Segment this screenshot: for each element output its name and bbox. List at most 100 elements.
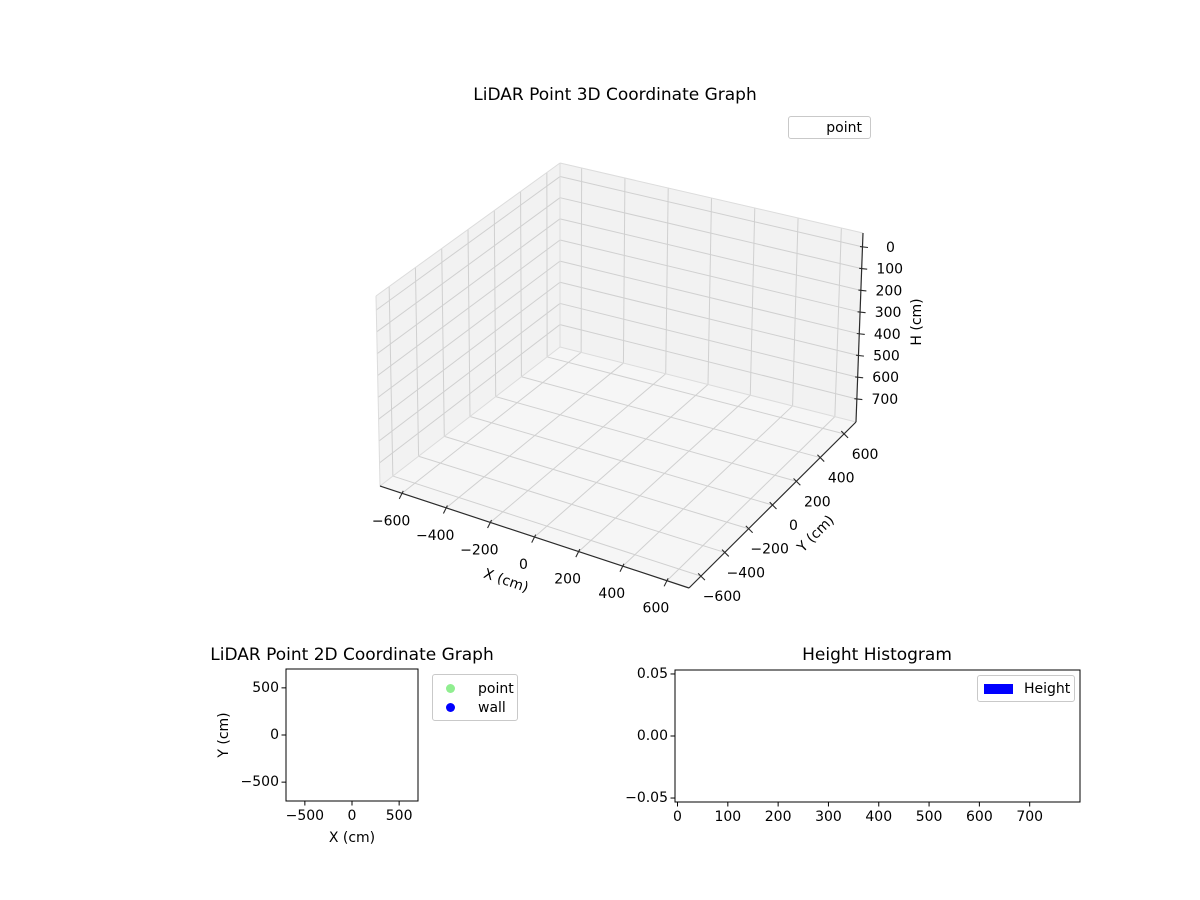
z-grid-line-left	[378, 303, 561, 442]
z-tick-label: 100	[876, 262, 903, 278]
y-tick-label: 400	[828, 471, 855, 487]
x-tick	[619, 563, 625, 572]
y-tick-label: −0.05	[625, 790, 668, 806]
x-grid-line-wall	[792, 217, 799, 406]
y-grid-line-floor	[547, 356, 845, 435]
y-grid-line-floor	[495, 396, 797, 482]
y-grid-line-floor	[392, 475, 702, 577]
x-axis-label: X (cm)	[329, 830, 375, 846]
y-tick-label: 0.05	[637, 666, 668, 682]
legend-label-wall: wall	[478, 699, 506, 716]
z-tick-label: 600	[872, 370, 899, 386]
x-tick	[442, 505, 448, 514]
pane-edge	[379, 346, 561, 487]
z-grid-line-right	[559, 218, 861, 291]
y-grid-line-floor	[469, 416, 773, 506]
plot2d-axes: −500 0 500 500 0 −500 X (cm) Y (cm)	[216, 668, 419, 846]
pane-edge	[559, 162, 864, 234]
x-tick	[531, 534, 537, 543]
x-tick-label: −200	[460, 542, 498, 558]
z-tick	[859, 246, 869, 249]
y-tick-label: 0	[270, 727, 279, 743]
x-tick	[487, 519, 493, 529]
z-grid-line-right	[559, 197, 862, 270]
y-grid-line-wall	[414, 267, 420, 457]
z-grid-line-left	[377, 260, 561, 398]
y-grid-line-wall	[388, 286, 394, 477]
z-grid-line-left	[376, 218, 561, 355]
z-axis-spine	[855, 232, 864, 423]
axes-frame	[285, 668, 419, 802]
x-tick-label: 0	[348, 808, 357, 824]
plot3d-title: LiDAR Point 3D Coordinate Graph	[473, 85, 757, 105]
y-tick	[697, 572, 706, 581]
z-axis-label: H (cm)	[909, 298, 925, 345]
y-tick	[840, 430, 849, 439]
z-tick	[856, 332, 865, 335]
pane-edge	[375, 162, 561, 297]
x-grid-line-wall	[707, 197, 712, 385]
y-tick	[721, 549, 730, 557]
z-grid-line-right	[559, 281, 859, 357]
y-tick-label: −600	[703, 589, 741, 605]
y-grid-line-floor	[444, 435, 749, 530]
hist-legend: Height	[977, 675, 1075, 702]
z-tick-label: 500	[873, 349, 900, 365]
y-tick	[745, 525, 754, 534]
x-tick-label: 400	[865, 809, 892, 825]
z-grid-line-left	[376, 197, 561, 333]
y-tick-label: 200	[804, 494, 831, 510]
x-tick-label: 300	[815, 809, 842, 825]
pane-left-wall	[376, 163, 560, 486]
x-tick-label: 700	[1016, 809, 1043, 825]
z-tick	[858, 289, 867, 292]
pane-right-wall	[560, 163, 863, 422]
x-grid-line-wall	[622, 177, 626, 364]
x-tick-label: 100	[714, 809, 741, 825]
x-tick-label: 0	[673, 809, 682, 825]
z-grid-line-left	[377, 239, 561, 376]
y-tick-label: 0.00	[637, 728, 668, 744]
x-tick-label: 200	[765, 809, 792, 825]
hist-axes: 0 100 200 300 400 500 600 700 0.05 0.00 −0.05	[625, 666, 1081, 825]
x-tick-label: 400	[598, 586, 625, 602]
x-tick-label: −400	[416, 528, 454, 544]
z-tick	[855, 376, 864, 379]
y-grid-line-floor	[521, 376, 821, 459]
legend-label-point: point	[478, 680, 514, 697]
x-tick-label: 0	[519, 557, 528, 573]
y-grid-line-wall	[467, 229, 471, 417]
z-tick	[855, 354, 865, 357]
z-grid-line-left	[378, 281, 561, 420]
z-grid-line-right	[559, 324, 857, 400]
y-tick-label: −400	[727, 565, 765, 581]
point-marker-icon	[446, 684, 455, 693]
legend-label-height: Height	[1024, 680, 1071, 697]
y-tick-label: 0	[789, 518, 798, 534]
x-tick-label: 500	[386, 808, 413, 824]
z-tick-label: 0	[886, 240, 895, 256]
z-tick	[857, 311, 866, 314]
z-tick-label: 400	[874, 327, 901, 343]
x-tick	[398, 490, 404, 500]
y-tick-label: −200	[750, 542, 788, 558]
x-grid-line-wall	[665, 187, 669, 374]
z-grid-line-left	[379, 324, 561, 464]
z-grid-line-right	[559, 302, 858, 378]
y-tick-label: 500	[252, 680, 279, 696]
pane-edge	[559, 346, 857, 423]
plot2d-title: LiDAR Point 2D Coordinate Graph	[210, 645, 494, 665]
pane-edge	[375, 295, 381, 487]
legend-entry-wall: wall	[441, 698, 509, 717]
plot3d-axes: −600−400−2000200400600−600−400−200020040…	[372, 162, 925, 617]
z-tick-label: 700	[871, 392, 898, 408]
z-grid-line-right	[559, 176, 863, 248]
x-tick-label: 600	[966, 809, 993, 825]
x-grid-line-wall	[834, 227, 842, 417]
hist-title: Height Histogram	[802, 645, 952, 665]
x-grid-line-wall	[580, 167, 583, 353]
plot2d-legend: point wall	[432, 674, 518, 721]
y-grid-line-floor	[418, 455, 725, 553]
